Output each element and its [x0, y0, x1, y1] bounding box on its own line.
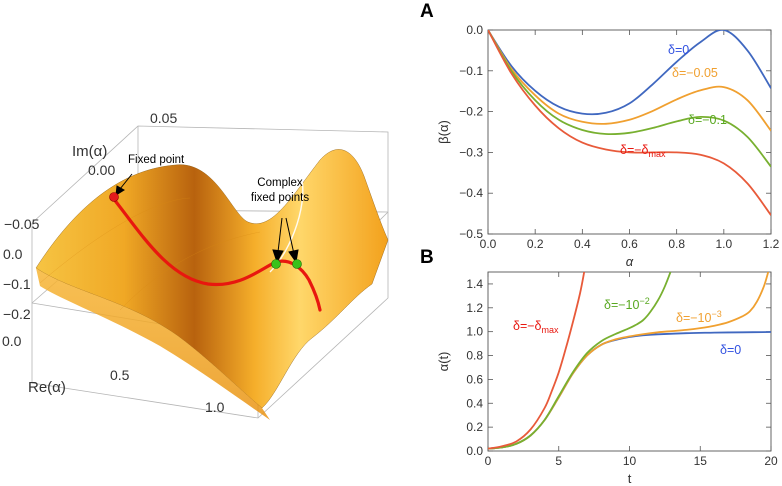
re-tick-2: 1.0 [205, 399, 225, 415]
im-tick-2: −0.05 [4, 216, 40, 232]
surface-plot-panel: Fixed point Complex fixed points Im(α) 0… [2, 110, 389, 420]
chart-a-ytick-label: 0.0 [466, 23, 483, 37]
chart-b-ytick-label: 0.4 [466, 396, 483, 410]
complex-fixed-point-marker-1 [271, 259, 281, 269]
chart-a-annotation-2: δ=−0.1 [688, 113, 727, 127]
chart-a-series-line-0 [488, 30, 771, 116]
im-tick-1: 0.00 [88, 162, 115, 178]
annotation-arrows [115, 173, 299, 264]
chart-b-xtick-label: 0 [485, 454, 492, 468]
chart-b-xlabel: t [628, 471, 632, 486]
chart-b-annotation-2: δ=−10−3 [676, 309, 722, 325]
chart-a-series-line-2 [488, 30, 771, 168]
chart-b-ytick-label: 1.4 [466, 277, 483, 291]
chart-a-ylabel: β(α) [436, 120, 451, 144]
chart-a-xtick-label: 0.2 [527, 237, 544, 251]
im-axis-label: Im(α) [72, 143, 107, 160]
re-axis-label: Re(α) [28, 379, 66, 396]
re-tick-0: 0.0 [2, 333, 22, 349]
chart-a-annotation-0: δ=0 [668, 43, 689, 57]
im-tick-0: 0.05 [150, 110, 177, 126]
chart-b-ytick-label: 0.8 [466, 349, 483, 363]
real-fixed-point-curve [111, 196, 322, 312]
chart-a-annotation-3: δ=−δmax [620, 143, 666, 159]
chart-b-xtick-label: 10 [623, 454, 637, 468]
fixed-point-label: Fixed point [128, 154, 185, 166]
chart-b-ylabel: α(t) [436, 352, 451, 372]
chart-b-series-line-2 [488, 272, 672, 450]
chart-b-series-group [488, 272, 771, 450]
re-tick-1: 0.5 [110, 367, 130, 383]
panel-a: A 0.0 0.2 0.4 0.6 0.8 1.0 1.2 0.0 −0.1 −0.2 −0.3 −0… [420, 1, 780, 269]
chart-a-ytick-label: −0.5 [459, 227, 483, 241]
vert-tick-1: −0.1 [3, 276, 31, 292]
chart-a-xlabel: α [626, 254, 634, 269]
chart-b-annotation-3: δ=0 [720, 343, 741, 357]
chart-a-series-line-1 [488, 30, 771, 132]
chart-b-xtick-label: 15 [694, 454, 708, 468]
real-fixed-point-marker [109, 192, 119, 202]
chart-b-annotation-1: δ=−10−2 [604, 296, 650, 312]
panel-a-letter: A [420, 1, 434, 22]
complex-label-line1: Complex [257, 177, 303, 189]
chart-b-xtick-label: 5 [555, 454, 562, 468]
chart-a-annotation-1: δ=−0.05 [672, 66, 718, 80]
chart-b-ytick-label: 1.0 [466, 325, 483, 339]
complex-fixed-point-marker-2 [292, 259, 302, 269]
surface-front-face [36, 268, 270, 420]
vert-tick-2: −0.2 [3, 306, 31, 322]
chart-a-xtick-label: 0.4 [574, 237, 591, 251]
chart-a-series-line-3 [488, 30, 771, 216]
chart-b-xtick-label: 20 [764, 454, 778, 468]
chart-b-ytick-label: 1.2 [466, 301, 483, 315]
chart-a-series-group [488, 30, 771, 216]
chart-b-series-line-3 [488, 272, 586, 450]
chart-a-xtick-label: 1.0 [715, 237, 732, 251]
chart-a-ytick-label: −0.1 [459, 64, 483, 78]
vert-tick-0: 0.0 [3, 246, 23, 262]
chart-b-ytick-label: 0.0 [466, 444, 483, 458]
chart-a-xtick-label: 0.0 [480, 237, 497, 251]
panel-b: B 0 5 10 15 20 0.0 0.2 0.4 0.6 0.8 1.0 1.2 1.4 t α(t) δ… [420, 247, 778, 486]
complex-label-line2: fixed points [251, 192, 309, 204]
chart-a-xtick-label: 0.8 [668, 237, 685, 251]
chart-b-ytick-label: 0.6 [466, 372, 483, 386]
chart-a-xtick-label: 0.6 [621, 237, 638, 251]
chart-a-xtick-label: 1.2 [763, 237, 780, 251]
chart-a-ytick-label: −0.3 [459, 145, 483, 159]
chart-a-ytick-label: −0.4 [459, 186, 483, 200]
chart-b-annotation-0: δ=−δmax [513, 319, 559, 335]
panel-b-letter: B [420, 247, 434, 268]
chart-a-ytick-label: −0.2 [459, 105, 483, 119]
chart-b-ytick-label: 0.2 [466, 420, 483, 434]
